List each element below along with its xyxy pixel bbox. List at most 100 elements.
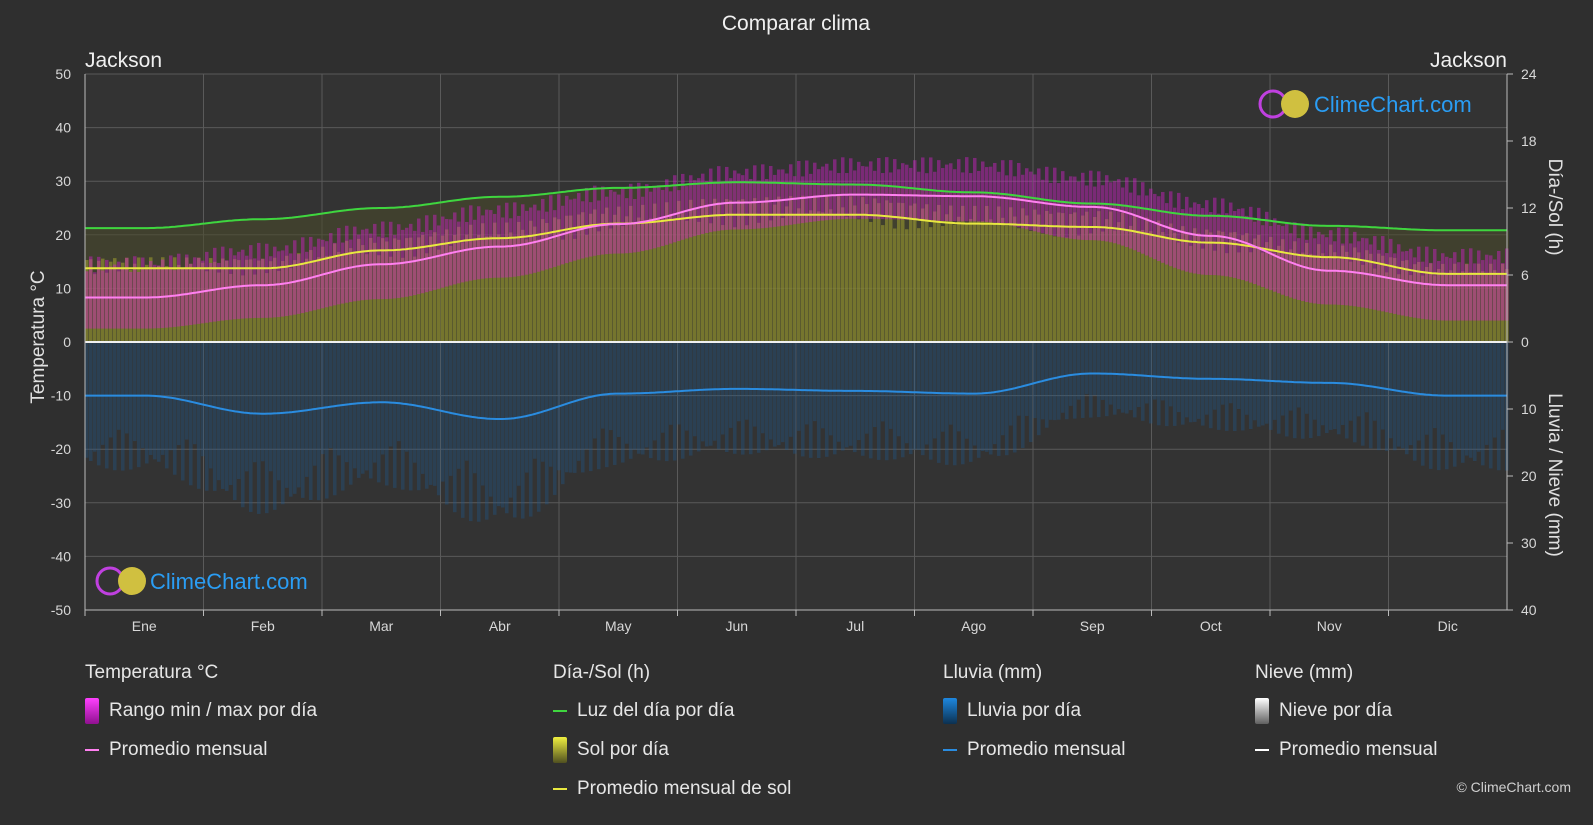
sunshine-day-bar xyxy=(877,203,881,342)
sunshine-day-bar xyxy=(589,213,593,342)
left-tick-label: -50 xyxy=(51,602,71,618)
temp-range-day-bar xyxy=(345,225,349,303)
temp-range-day-bar xyxy=(1121,187,1125,246)
sunshine-day-bar xyxy=(337,251,341,342)
temp-range-day-bar xyxy=(509,218,513,278)
rain-day-bar xyxy=(1369,342,1373,449)
sunshine-day-bar xyxy=(857,219,861,342)
sunshine-day-bar xyxy=(597,231,601,342)
rain-day-bar xyxy=(1309,342,1313,439)
sunshine-day-bar xyxy=(797,208,801,342)
temp-range-day-bar xyxy=(633,199,637,253)
rain-day-bar xyxy=(893,342,897,460)
rain-day-bar xyxy=(1313,342,1317,420)
rain-day-bar xyxy=(485,342,489,520)
rain-day-bar xyxy=(1201,342,1205,426)
sunshine-day-bar xyxy=(493,222,497,342)
temp-range-day-bar xyxy=(865,166,869,219)
rain-day-bar xyxy=(1277,342,1281,434)
temp-range-day-bar xyxy=(965,157,969,222)
temp-range-day-bar xyxy=(369,233,373,300)
sunshine-day-bar xyxy=(1329,244,1333,342)
rain-day-bar xyxy=(193,342,197,445)
rain-day-bar xyxy=(1125,342,1129,414)
rain-day-bar xyxy=(745,342,749,420)
temp-range-day-bar xyxy=(1049,182,1053,236)
rain-day-bar xyxy=(1017,342,1021,416)
rain-day-bar xyxy=(1365,342,1369,413)
sunshine-day-bar xyxy=(825,195,829,342)
rain-day-bar xyxy=(365,342,369,471)
temp-range-day-bar xyxy=(1101,185,1105,241)
sunshine-day-bar xyxy=(705,204,709,342)
sunshine-day-bar xyxy=(325,256,329,342)
sunshine-day-bar xyxy=(613,214,617,342)
temp-range-day-bar xyxy=(573,198,577,261)
rain-day-bar xyxy=(1257,342,1261,427)
temp-range-day-bar xyxy=(717,166,721,231)
rain-day-bar xyxy=(125,342,129,434)
legend-item: Rango min / max por día xyxy=(85,698,317,724)
rain-day-bar xyxy=(205,342,209,491)
sunshine-day-bar xyxy=(1137,230,1141,342)
temp-range-day-bar xyxy=(769,166,773,228)
temp-range-day-bar xyxy=(173,270,177,327)
sunshine-day-bar xyxy=(1177,242,1181,342)
rain-day-bar xyxy=(157,342,161,462)
sunshine-day-bar xyxy=(861,197,865,342)
legend-label: Rango min / max por día xyxy=(109,700,318,721)
sunshine-day-bar xyxy=(441,235,445,342)
sunshine-day-bar xyxy=(773,204,777,342)
rain-day-bar xyxy=(1269,342,1273,430)
sunshine-day-bar xyxy=(129,269,133,342)
rain-day-bar xyxy=(1161,342,1165,401)
legend-temperature: Temperatura °C Rango min / max por día P… xyxy=(85,662,317,776)
temp-range-day-bar xyxy=(789,164,793,225)
rain-day-bar xyxy=(705,342,709,447)
sunshine-day-bar xyxy=(1369,253,1373,342)
rain-day-bar xyxy=(241,342,245,508)
rain-day-bar xyxy=(1145,342,1149,404)
rain-day-bar xyxy=(1209,342,1213,429)
sunshine-day-bar xyxy=(697,221,701,342)
sunshine-day-bar xyxy=(905,229,909,342)
sunshine-day-bar xyxy=(785,206,789,342)
right-top-tick-label: 6 xyxy=(1521,267,1529,283)
sunshine-day-bar xyxy=(1165,238,1169,342)
rain-day-bar xyxy=(997,342,1001,456)
rain-day-bar xyxy=(313,342,317,466)
temp-range-day-bar xyxy=(453,212,457,285)
sunshine-day-bar xyxy=(201,262,205,342)
sunshine-day-bar xyxy=(1249,252,1253,342)
rain-day-bar xyxy=(541,342,545,462)
sunshine-day-bar xyxy=(1025,215,1029,342)
temp-range-day-bar xyxy=(1369,244,1373,309)
sunshine-day-bar xyxy=(721,225,725,342)
rain-day-bar xyxy=(1417,342,1421,441)
temp-range-day-bar xyxy=(929,157,933,221)
temp-range-day-bar xyxy=(1301,223,1305,302)
sunshine-day-bar xyxy=(529,220,533,342)
sunshine-day-bar xyxy=(1065,237,1069,342)
rain-day-bar xyxy=(465,342,469,461)
rain-day-bar xyxy=(777,342,781,446)
rain-day-bar xyxy=(1101,342,1105,400)
temp-range-day-bar xyxy=(197,257,201,324)
rain-day-bar xyxy=(385,342,389,486)
sunshine-day-bar xyxy=(1497,274,1501,342)
sunshine-day-bar xyxy=(425,253,429,342)
sunshine-day-bar xyxy=(469,224,473,342)
temp-range-day-bar xyxy=(89,256,93,329)
sunshine-day-bar xyxy=(445,229,449,342)
sunshine-day-bar xyxy=(377,255,381,342)
temp-range-day-bar xyxy=(217,262,221,322)
temp-range-day-bar xyxy=(1137,195,1141,252)
rain-day-bar xyxy=(1401,342,1405,449)
rain-day-bar xyxy=(329,342,333,449)
rain-day-bar xyxy=(1065,342,1069,420)
sunshine-day-bar xyxy=(749,201,753,342)
sunshine-day-bar xyxy=(761,202,765,342)
rain-day-bar xyxy=(889,342,893,429)
sunshine-day-bar xyxy=(1237,252,1241,342)
temp-range-day-bar xyxy=(385,237,389,299)
